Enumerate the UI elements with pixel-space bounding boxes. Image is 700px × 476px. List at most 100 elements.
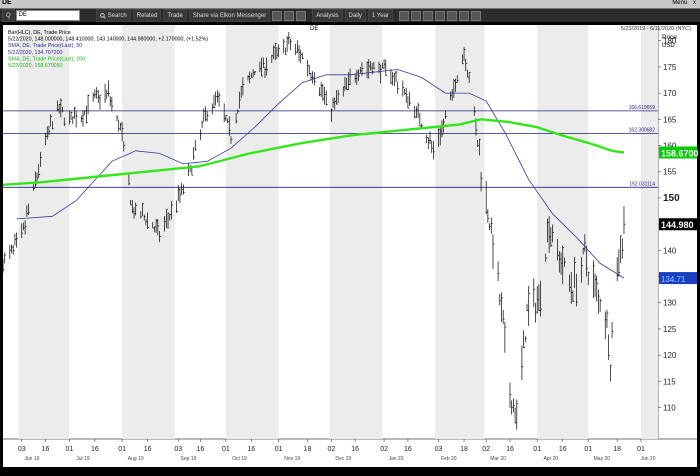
close-button[interactable]: x	[693, 0, 696, 6]
x-axis-panel	[3, 439, 697, 467]
crosshair-icon[interactable]	[434, 10, 445, 21]
related-button[interactable]: Related	[132, 9, 162, 22]
x-tick-label: 18	[304, 446, 312, 453]
trade-button[interactable]: Trade	[163, 9, 187, 22]
zoom-in-icon[interactable]	[398, 10, 409, 21]
folder-icon[interactable]	[272, 10, 283, 21]
settings-icon[interactable]	[470, 10, 481, 21]
month-shade	[225, 25, 279, 439]
panel-title: DE	[310, 26, 318, 32]
legend-line: 5/22/2020, 134.707200	[8, 50, 63, 56]
price-tag-box	[659, 146, 697, 159]
month-shade	[122, 25, 175, 439]
x-tick-label: 16	[91, 446, 99, 453]
y-tick-label: 115	[663, 377, 676, 386]
x-month-label: Jun 20	[640, 456, 655, 462]
y-tick-label: 140	[663, 246, 677, 255]
price-tags: 158.6700 144.980 134.71	[659, 146, 699, 285]
text-icon[interactable]	[458, 10, 469, 21]
search-button[interactable]: Search	[95, 9, 131, 22]
x-tick-label: 03	[435, 446, 443, 453]
x-tick-label: 03	[174, 446, 182, 453]
symbol-input[interactable]: DE	[15, 10, 80, 21]
x-month-label: Nov 19	[284, 456, 300, 462]
x-tick-label: 16	[196, 446, 204, 453]
print-icon[interactable]	[296, 10, 307, 21]
symbol-prefix[interactable]: Q	[2, 9, 15, 22]
x-tick-label: 03	[18, 446, 26, 453]
save-icon[interactable]	[284, 10, 295, 21]
axis-title: Price	[662, 34, 677, 41]
x-month-label: Jul 19	[76, 456, 90, 462]
y-tick-label: 125	[663, 325, 677, 334]
x-tick-label: 16	[559, 446, 567, 453]
date-range: 5/23/2019 - 6/11/2020 (NYC)	[621, 26, 691, 32]
fit-icon[interactable]	[422, 10, 433, 21]
price-tag-label: 134.71	[661, 275, 686, 284]
x-month-label: Sep 19	[181, 456, 197, 462]
x-tick-label: 18	[613, 446, 621, 453]
price-bars	[2, 31, 626, 430]
legend-line: Bar(HLC), DE, Trade Price	[8, 30, 71, 36]
period-dropdown[interactable]: Daily	[344, 9, 366, 22]
x-tick-label: 16	[247, 446, 255, 453]
price-tag-label: 144.980	[661, 220, 694, 230]
share-button[interactable]: Share via Elkon Messenger	[188, 9, 271, 22]
chart-panel: 166.619659 162.300682 152.031114 110 115 120…	[0, 22, 700, 471]
y-tick-label: 120	[663, 351, 677, 360]
legend-line: 5/22/2020, 148.000000, 148.410000, 143.1…	[8, 37, 208, 43]
legend-line: 5/22/2020, 158.670050	[8, 63, 63, 69]
zoom-out-icon[interactable]	[410, 10, 421, 21]
x-tick-label: 01	[118, 446, 126, 453]
moving-averages	[2, 69, 625, 279]
reference-line-label: 162.300682	[629, 127, 656, 133]
x-month-label: May 20	[594, 456, 611, 462]
x-tick-label: 18	[460, 446, 468, 453]
month-shade	[537, 25, 589, 439]
horizontal-lines[interactable]: 166.619659 162.300682 152.031114	[3, 105, 658, 188]
title-bar: DE Menu x	[0, 0, 700, 9]
analysis-button[interactable]: Analysis	[312, 9, 343, 22]
x-month-label: Jan 20	[388, 456, 403, 462]
price-chart[interactable]: 166.619659 162.300682 152.031114 110 115 120…	[0, 22, 700, 471]
month-shade	[640, 25, 658, 439]
x-month-label: Jun 19	[24, 456, 39, 462]
x-tick-label: 01	[637, 446, 645, 453]
price-tag-box	[659, 218, 697, 231]
legend-line: SMA, DE, Trade Price(Last), 50	[8, 43, 82, 49]
x-month-label: Dec 19	[335, 456, 351, 462]
sma-200-line	[2, 118, 625, 186]
y-tick-label: 110	[663, 404, 676, 413]
x-axis[interactable]: 03 16 01 16 01 16 03 16 01 16 01 18 02 16 02 16 03 18 02 16…	[18, 439, 656, 462]
x-tick-label: 02	[380, 446, 388, 453]
x-tick-label: 01	[222, 446, 230, 453]
x-tick-label: 01	[275, 446, 283, 453]
range-dropdown[interactable]: 1 Year	[367, 9, 393, 22]
y-tick-label: 155	[663, 168, 677, 177]
search-icon	[99, 12, 106, 19]
window-controls: Menu x	[672, 0, 696, 6]
x-tick-label: 16	[404, 446, 412, 453]
x-tick-label: 01	[584, 446, 592, 453]
month-shade	[18, 25, 70, 439]
x-tick-label: 02	[327, 446, 335, 453]
x-month-label: Aug 19	[128, 456, 144, 462]
x-month-label: Mar 20	[490, 456, 506, 462]
y-tick-label: 160	[663, 142, 677, 151]
draw-icon[interactable]	[446, 10, 457, 21]
y-tick-label: 175	[663, 63, 677, 72]
price-tag-label: 158.6700	[661, 149, 699, 159]
toolbar: Q DE Search Related Trade Share via Elko…	[0, 9, 700, 23]
menu-button[interactable]: Menu	[672, 0, 688, 6]
reference-line-label: 152.031114	[629, 181, 655, 187]
y-axis-panel	[658, 25, 697, 439]
axis-unit: USD	[662, 43, 675, 49]
search-label: Search	[107, 12, 127, 19]
x-tick-label: 16	[144, 446, 152, 453]
y-tick-label: 165	[663, 115, 677, 124]
window-title: DE	[2, 0, 12, 6]
reference-line-label: 166.619659	[629, 105, 656, 111]
y-tick-label: 150	[663, 193, 680, 204]
